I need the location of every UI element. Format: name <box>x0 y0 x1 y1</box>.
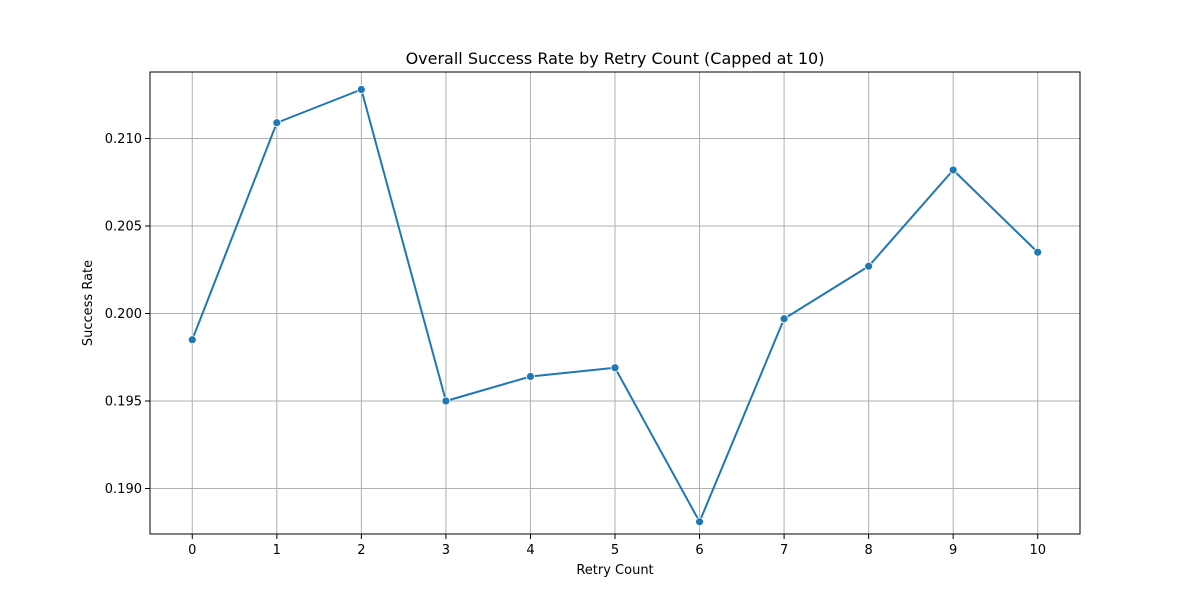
y-tick-label: 0.195 <box>105 395 142 410</box>
data-point <box>356 85 366 94</box>
data-point <box>610 363 620 373</box>
ticks: 0 1 2 3 4 5 6 7 8 9 10 0.190 0.195 0.200 0.205 0.210 <box>105 132 1046 558</box>
series <box>187 85 1043 527</box>
data-point <box>779 314 789 324</box>
x-tick-label: 10 <box>1029 543 1046 558</box>
x-tick-label: 5 <box>611 543 619 558</box>
grid <box>150 72 1080 534</box>
y-axis-label: Success Rate <box>81 260 96 346</box>
data-point <box>695 517 704 527</box>
y-tick-label: 0.205 <box>105 220 142 235</box>
x-tick-label: 9 <box>949 543 957 558</box>
data-point <box>948 165 958 175</box>
x-tick-label: 8 <box>864 543 872 558</box>
x-tick-label: 7 <box>780 543 788 558</box>
x-tick-label: 3 <box>442 543 450 558</box>
data-point <box>441 396 451 406</box>
y-tick-label: 0.200 <box>105 307 142 322</box>
chart-title: Overall Success Rate by Retry Count (Cap… <box>406 49 825 68</box>
data-point <box>526 372 535 381</box>
x-tick-label: 4 <box>526 543 534 558</box>
data-point <box>1033 247 1043 257</box>
x-axis-label: Retry Count <box>576 563 653 578</box>
y-tick-label: 0.190 <box>105 482 142 497</box>
data-point <box>187 335 197 345</box>
data-point <box>272 118 282 128</box>
x-tick-label: 6 <box>695 543 703 558</box>
data-point <box>864 261 874 271</box>
y-tick-label: 0.210 <box>105 132 142 147</box>
x-tick-label: 1 <box>273 543 281 558</box>
x-tick-label: 0 <box>188 543 196 558</box>
x-tick-label: 2 <box>357 543 365 558</box>
